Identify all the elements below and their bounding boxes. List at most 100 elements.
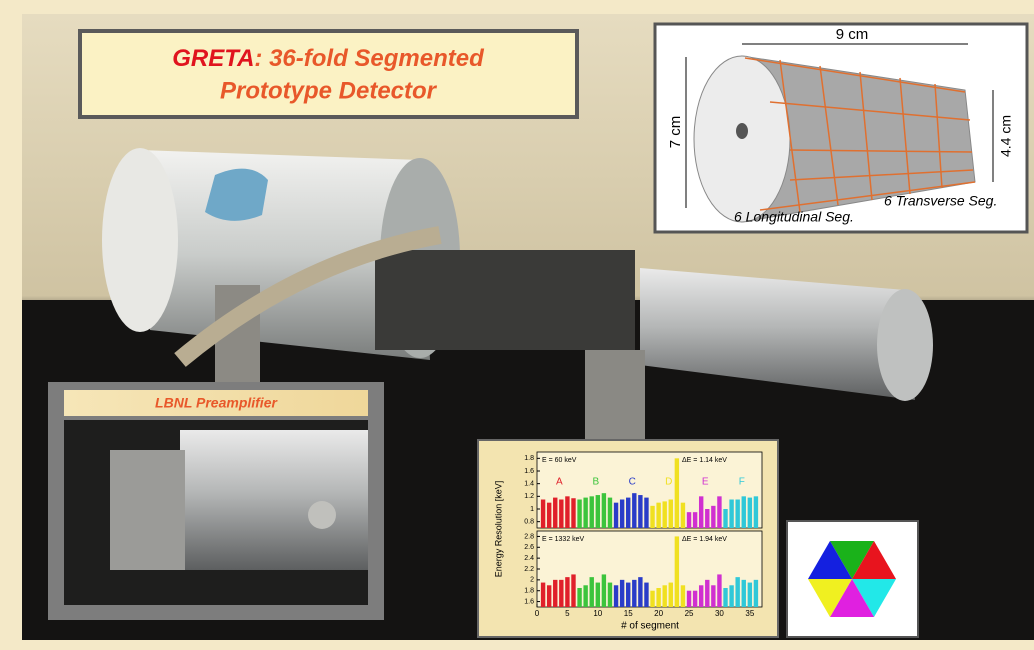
y-tick-label: 2 <box>530 577 534 584</box>
bar <box>565 496 570 528</box>
title-box <box>78 29 579 119</box>
electronics <box>375 250 635 350</box>
bar <box>668 499 673 528</box>
bar <box>741 496 746 528</box>
preamp-header <box>64 390 368 416</box>
bar <box>662 585 667 607</box>
hexagon <box>808 541 896 617</box>
bar <box>595 495 601 528</box>
bar <box>546 585 552 607</box>
bar <box>698 496 704 528</box>
bar <box>583 497 588 528</box>
preamp-body <box>180 430 368 570</box>
legend-label: F <box>739 477 745 488</box>
endcap <box>640 268 915 400</box>
bar <box>717 496 722 528</box>
bar <box>577 499 582 528</box>
bar <box>553 579 558 607</box>
bar <box>607 582 613 607</box>
dimension-label: 4.4 cm <box>998 115 1014 157</box>
title-rest: : 36-fold Segmented <box>254 45 485 72</box>
title: GRETA: 36-fold Segmented <box>172 45 485 72</box>
bar <box>717 574 722 607</box>
bar <box>711 505 716 528</box>
bar <box>559 499 564 528</box>
x-tick-label: 35 <box>745 609 754 618</box>
bar <box>644 582 649 607</box>
y-tick-label: 2.8 <box>524 533 534 540</box>
annotation: 6 Longitudinal Seg. <box>734 209 854 225</box>
title-name: GRETA <box>172 45 254 72</box>
annotation: E = 1332 keV <box>542 536 585 543</box>
y-axis-label: Energy Resolution [keV] <box>493 481 503 578</box>
y-tick-label: 1.6 <box>524 468 534 475</box>
bar <box>571 574 576 607</box>
y-tick-label: 0.8 <box>524 519 534 526</box>
segment-lines <box>744 57 976 213</box>
x-tick-label: 0 <box>535 609 540 618</box>
y-tick-label: 2.6 <box>524 544 534 551</box>
preamp-label: LBNL Preamplifier <box>155 395 278 411</box>
bar <box>656 588 661 607</box>
y-tick-label: 1.2 <box>524 493 534 500</box>
bar <box>613 502 619 528</box>
bar <box>644 497 649 528</box>
bar <box>735 499 740 528</box>
annotation: 6 Transverse Seg. <box>884 193 997 209</box>
bar <box>650 505 655 528</box>
bar <box>589 496 594 528</box>
support <box>585 350 645 445</box>
legend-label: E <box>702 477 709 488</box>
bar <box>553 497 558 528</box>
bar <box>698 585 704 607</box>
bar <box>601 574 607 607</box>
bar <box>753 496 759 528</box>
bar <box>680 585 686 607</box>
bar <box>729 499 734 528</box>
bar <box>650 590 655 607</box>
annotation: ΔE = 1.14 keV <box>682 457 727 464</box>
y-tick-label: 1.8 <box>524 588 534 595</box>
bar <box>680 502 686 528</box>
bar <box>571 498 576 528</box>
bar <box>692 590 698 607</box>
x-tick-label: 30 <box>715 609 724 618</box>
title-line2: Prototype Detector <box>220 77 438 104</box>
bar <box>540 582 546 607</box>
dimension-label: 7 cm <box>667 116 684 149</box>
y-tick-label: 1.4 <box>524 481 534 488</box>
bar <box>619 579 625 607</box>
x-tick-label: 20 <box>654 609 663 618</box>
bar <box>638 577 643 607</box>
y-tick-label: 2.4 <box>524 555 534 562</box>
x-axis-label: # of segment <box>621 621 679 632</box>
x-tick-label: 10 <box>593 609 602 618</box>
dimension-label: 9 cm <box>836 26 869 43</box>
bar <box>589 577 594 607</box>
bar <box>705 579 710 607</box>
bar <box>686 512 692 528</box>
y-tick-label: 1.8 <box>524 455 534 462</box>
bar <box>559 579 564 607</box>
coin <box>308 501 336 529</box>
bar <box>747 582 753 607</box>
legend-label: D <box>665 477 672 488</box>
cable <box>174 226 442 367</box>
bar <box>674 458 680 528</box>
y-tick-label: 1 <box>530 506 534 513</box>
bar <box>753 579 759 607</box>
bar <box>565 577 570 607</box>
bar <box>632 579 637 607</box>
bar <box>632 493 637 528</box>
bar <box>595 582 601 607</box>
bar <box>723 588 728 607</box>
bar <box>601 493 607 528</box>
bar <box>686 590 692 607</box>
bar <box>656 502 661 528</box>
y-tick-label: 2.2 <box>524 566 534 573</box>
logo <box>205 168 268 221</box>
bar <box>723 509 728 528</box>
bar <box>729 585 734 607</box>
bar <box>668 582 673 607</box>
